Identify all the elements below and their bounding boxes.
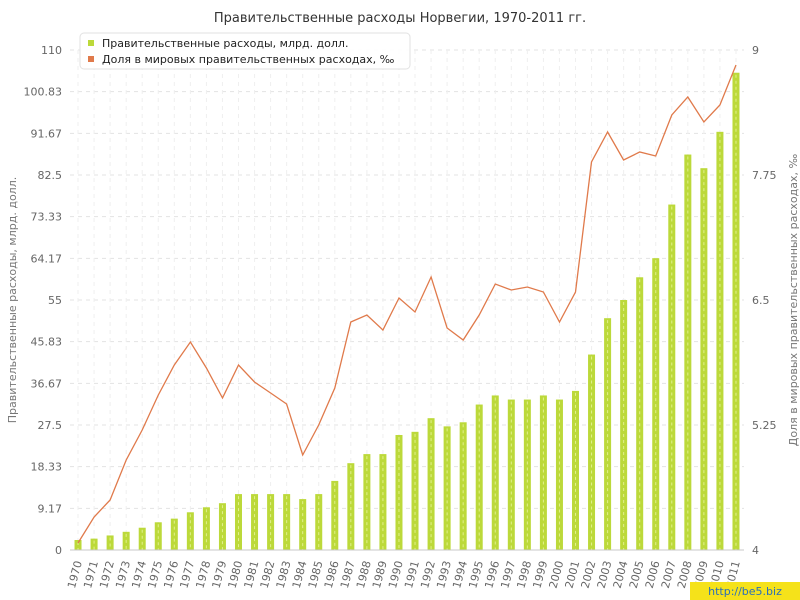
y2-tick-label: 6.5 [752, 294, 770, 307]
y-tick-label: 91.67 [31, 127, 63, 140]
y-tick-label: 82.5 [38, 169, 63, 182]
y-tick-label: 36.67 [31, 377, 63, 390]
bar [379, 454, 387, 550]
y2-tick-label: 4 [752, 544, 759, 557]
y-tick-label: 18.33 [31, 461, 63, 474]
watermark-text: http://be5.biz [708, 585, 782, 598]
bar [588, 354, 596, 550]
y-tick-label: 73.33 [31, 211, 63, 224]
bar [347, 463, 355, 550]
bar [716, 131, 724, 550]
bar-series [74, 72, 740, 551]
y-tick-label: 55 [48, 294, 62, 307]
bar [475, 404, 483, 550]
y2-axis-ticks: 4 5.25 6.5 7.75 9 [752, 44, 777, 557]
y-tick-label: 9.17 [38, 502, 63, 515]
bar [154, 522, 162, 550]
watermark: http://be5.biz [690, 582, 800, 600]
y-tick-label: 110 [41, 44, 62, 57]
bar [363, 454, 371, 550]
bar [427, 418, 435, 550]
y-tick-label: 0 [55, 544, 62, 557]
y2-tick-label: 9 [752, 44, 759, 57]
bar [90, 538, 98, 550]
y-tick-label: 27.5 [38, 419, 63, 432]
bar [186, 512, 194, 550]
bar [299, 499, 307, 550]
y-axis-label: Правительственные расходы, млрд. долл. [6, 177, 19, 423]
y2-tick-label: 7.75 [752, 169, 777, 182]
y2-tick-label: 5.25 [752, 419, 777, 432]
line-series-path [77, 64, 737, 544]
chart-title: Правительственные расходы Норвегии, 1970… [214, 11, 586, 26]
bar [411, 431, 419, 550]
y-tick-label: 64.17 [31, 252, 63, 265]
line-series [77, 64, 737, 544]
bar [138, 527, 146, 550]
y-tick-label: 45.83 [31, 336, 63, 349]
bar [652, 258, 660, 550]
bar [443, 426, 451, 550]
y-tick-label: 100.83 [24, 86, 63, 99]
bar [106, 535, 114, 550]
watermark-box [690, 582, 800, 600]
bar [491, 395, 499, 550]
legend: Правительственные расходы, млрд. долл. Д… [79, 32, 411, 70]
legend-marker-line [88, 56, 94, 62]
legend-marker-bars [88, 40, 94, 46]
y-axis-ticks: 0 9.17 18.33 27.5 36.67 45.83 55 64.17 73.33 82.5… [24, 44, 63, 557]
legend-label-line: Доля в мировых правительственных расхода… [102, 53, 395, 66]
y2-axis-label: Доля в мировых правительственных расхода… [787, 154, 800, 447]
legend-box [79, 32, 411, 70]
bar [572, 390, 579, 550]
bar [684, 154, 692, 550]
bar [604, 318, 612, 550]
bar [539, 395, 547, 550]
bar [218, 503, 226, 550]
legend-label-bars: Правительственные расходы, млрд. долл. [102, 37, 348, 50]
